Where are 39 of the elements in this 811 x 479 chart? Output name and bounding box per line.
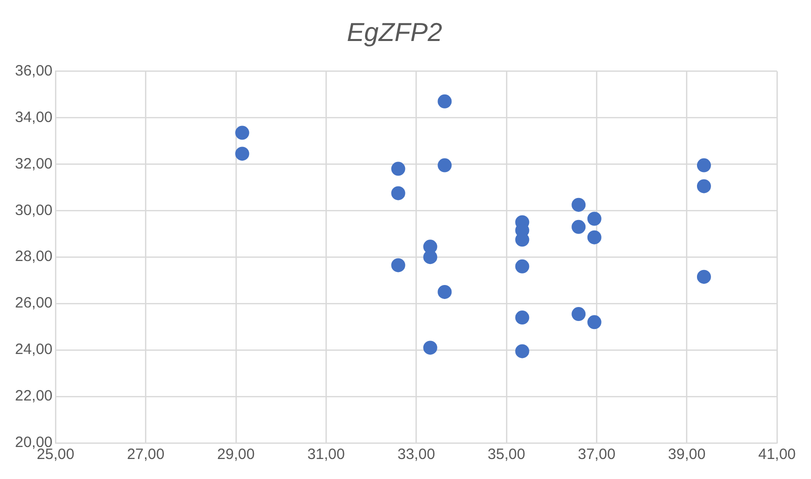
y-tick-label: 26,00 xyxy=(14,294,53,312)
point xyxy=(438,284,452,299)
point xyxy=(391,186,406,200)
point xyxy=(572,198,586,212)
point xyxy=(515,344,530,358)
point xyxy=(438,158,452,172)
y-tick-label: 24,00 xyxy=(14,341,53,358)
y-tick-label: 34,00 xyxy=(14,108,53,126)
y-tick-label: 30,00 xyxy=(14,202,53,219)
point xyxy=(696,270,711,284)
point xyxy=(235,146,250,161)
x-tick-label: 31,00 xyxy=(307,446,345,464)
point xyxy=(515,310,530,325)
point xyxy=(572,220,586,234)
point xyxy=(391,258,406,272)
x-tick-label: 33,00 xyxy=(397,446,436,464)
x-tick-label: 27,00 xyxy=(126,446,164,464)
x-tick-label: 39,00 xyxy=(668,446,706,464)
point xyxy=(423,250,438,264)
x-tick-label: 37,00 xyxy=(578,446,616,464)
y-tick-label: 32,00 xyxy=(14,155,53,172)
x-tick-label: 41,00 xyxy=(758,446,796,464)
point xyxy=(391,162,406,176)
chart-title: EgZFP2 xyxy=(346,16,443,47)
point xyxy=(696,158,711,172)
x-tick-label: 29,00 xyxy=(217,446,255,464)
point xyxy=(696,179,711,194)
point xyxy=(235,126,250,140)
point xyxy=(438,94,452,108)
point xyxy=(587,315,602,330)
y-tick-label: 28,00 xyxy=(14,248,53,266)
point xyxy=(587,212,602,226)
x-tick-label: 35,00 xyxy=(488,446,526,464)
point xyxy=(572,307,586,322)
point xyxy=(587,230,602,244)
y-tick-label: 36,00 xyxy=(14,62,53,80)
point xyxy=(423,340,438,355)
y-tick-label: 22,00 xyxy=(14,388,53,405)
point xyxy=(515,259,530,274)
